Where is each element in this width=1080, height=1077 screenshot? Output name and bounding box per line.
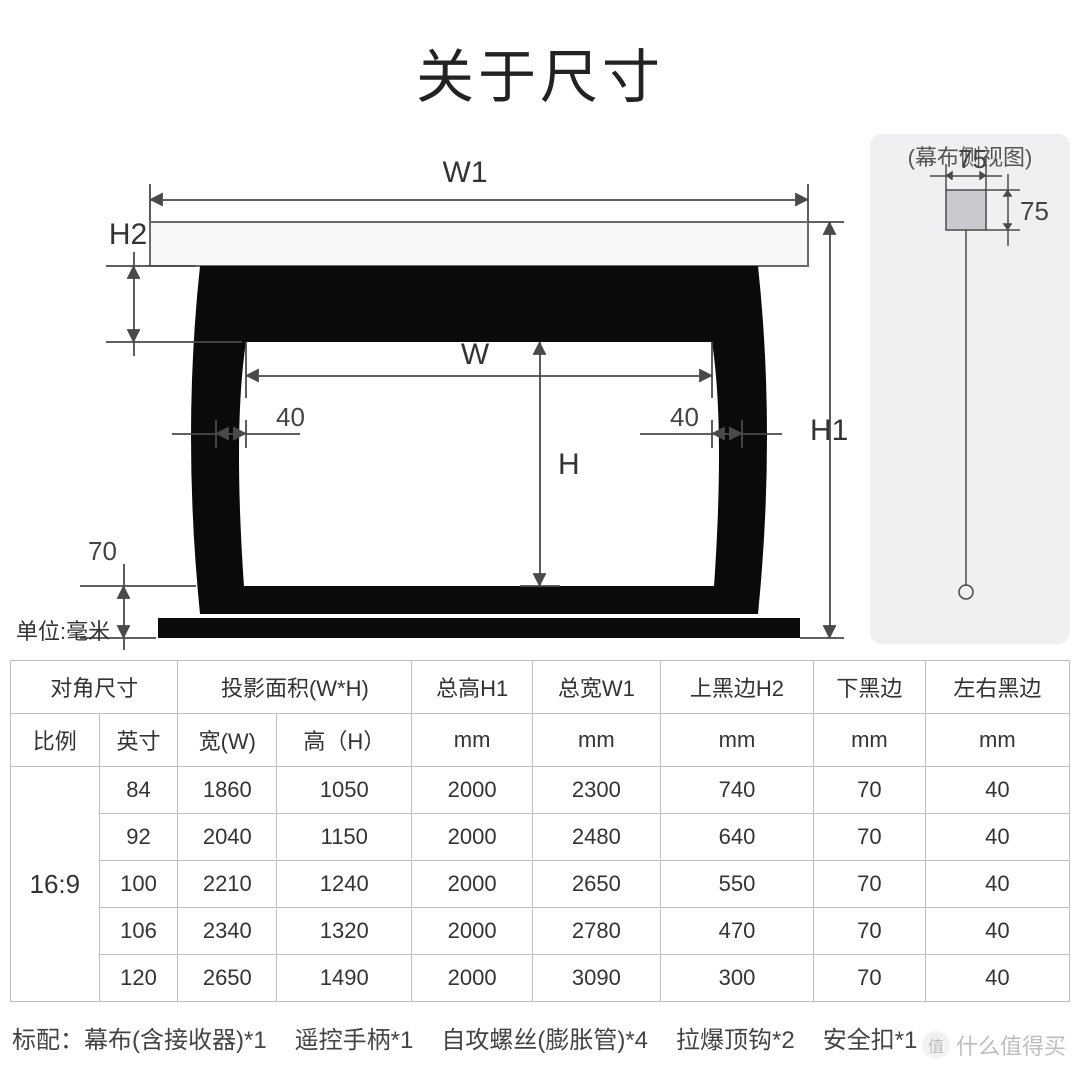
- data-cell: 1860: [178, 767, 277, 814]
- footnote-prefix: 标配：: [12, 1027, 84, 1054]
- side-w-label: 75: [958, 144, 987, 174]
- data-cell: 2000: [412, 767, 533, 814]
- th-mm4: mm: [814, 714, 926, 767]
- table-row: 10022101240200026505507040: [11, 861, 1070, 908]
- th-h: 高（H）: [277, 714, 412, 767]
- data-cell: 2210: [178, 861, 277, 908]
- ratio-cell: 16:9: [11, 767, 100, 1002]
- data-cell: 70: [814, 955, 926, 1002]
- data-cell: 2000: [412, 814, 533, 861]
- th-diagonal: 对角尺寸: [11, 661, 178, 714]
- data-cell: 300: [660, 955, 813, 1002]
- footnote-item: 安全扣*1: [823, 1020, 918, 1055]
- data-cell: 2000: [412, 955, 533, 1002]
- data-cell: 2340: [178, 908, 277, 955]
- data-cell: 92: [99, 814, 178, 861]
- footnote-item: 自攻螺丝(膨胀管)*4: [441, 1020, 648, 1055]
- screen-body: [158, 266, 800, 638]
- h-label: H: [558, 448, 580, 481]
- side-h-label: 75: [1020, 196, 1049, 226]
- th-w1: 总宽W1: [532, 661, 660, 714]
- w-label: W: [461, 338, 490, 371]
- data-cell: 740: [660, 767, 813, 814]
- side-case-box: [946, 190, 986, 230]
- dimension-diagram: (幕布侧视图) 75: [10, 134, 1070, 654]
- data-cell: 100: [99, 861, 178, 908]
- watermark: 值 什么值得买: [922, 1029, 1066, 1061]
- data-cell: 1150: [277, 814, 412, 861]
- th-projarea: 投影面积(W*H): [178, 661, 412, 714]
- data-cell: 70: [814, 861, 926, 908]
- data-cell: 2040: [178, 814, 277, 861]
- data-cell: 1490: [277, 955, 412, 1002]
- data-cell: 2780: [532, 908, 660, 955]
- data-cell: 70: [814, 767, 926, 814]
- side-view-svg: 75 75: [870, 134, 1070, 614]
- left-margin-label: 40: [276, 402, 305, 432]
- data-cell: 120: [99, 955, 178, 1002]
- spec-table: 对角尺寸 投影面积(W*H) 总高H1 总宽W1 上黑边H2 下黑边 左右黑边 …: [10, 660, 1070, 1002]
- data-cell: 40: [925, 955, 1069, 1002]
- data-cell: 40: [925, 814, 1069, 861]
- table-row: 9220401150200024806407040: [11, 814, 1070, 861]
- data-cell: 70: [814, 814, 926, 861]
- th-bottomblack: 下黑边: [814, 661, 926, 714]
- data-cell: 1320: [277, 908, 412, 955]
- footnote-item: 幕布(含接收器)*1: [84, 1027, 267, 1054]
- data-cell: 2300: [532, 767, 660, 814]
- th-sideblack: 左右黑边: [925, 661, 1069, 714]
- side-weight-icon: [959, 585, 973, 599]
- data-cell: 2650: [532, 861, 660, 908]
- data-cell: 40: [925, 861, 1069, 908]
- th-mm3: mm: [660, 714, 813, 767]
- th-ratio: 比例: [11, 714, 100, 767]
- data-cell: 640: [660, 814, 813, 861]
- h2-label: H2: [109, 218, 147, 251]
- data-cell: 40: [925, 767, 1069, 814]
- data-cell: 3090: [532, 955, 660, 1002]
- data-cell: 84: [99, 767, 178, 814]
- th-mm1: mm: [412, 714, 533, 767]
- bottom-margin-label: 70: [88, 536, 117, 566]
- casing-rect: [150, 222, 808, 266]
- data-cell: 106: [99, 908, 178, 955]
- footnote-item: 遥控手柄*1: [295, 1020, 414, 1055]
- table-row: 16:98418601050200023007407040: [11, 767, 1070, 814]
- th-topblack: 上黑边H2: [660, 661, 813, 714]
- watermark-text: 什么值得买: [956, 1029, 1066, 1061]
- th-inch: 英寸: [99, 714, 178, 767]
- footnote-item: 拉爆顶钩*2: [676, 1020, 795, 1055]
- data-cell: 2000: [412, 908, 533, 955]
- th-h1: 总高H1: [412, 661, 533, 714]
- side-view-panel: (幕布侧视图) 75: [870, 134, 1070, 644]
- data-cell: 2650: [178, 955, 277, 1002]
- page-title: 关于尺寸: [0, 0, 1080, 114]
- th-mm5: mm: [925, 714, 1069, 767]
- w1-label: W1: [443, 156, 488, 189]
- front-view-svg: W1: [10, 134, 850, 654]
- data-cell: 2480: [532, 814, 660, 861]
- right-margin-label: 40: [670, 402, 699, 432]
- table-header-row-2: 比例 英寸 宽(W) 高（H） mm mm mm mm mm: [11, 714, 1070, 767]
- data-cell: 40: [925, 908, 1069, 955]
- table-row: 10623401320200027804707040: [11, 908, 1070, 955]
- data-cell: 1240: [277, 861, 412, 908]
- data-cell: 2000: [412, 861, 533, 908]
- h1-label: H1: [810, 414, 848, 447]
- data-cell: 550: [660, 861, 813, 908]
- table-header-row-1: 对角尺寸 投影面积(W*H) 总高H1 总宽W1 上黑边H2 下黑边 左右黑边: [11, 661, 1070, 714]
- watermark-icon: 值: [922, 1031, 950, 1059]
- data-cell: 470: [660, 908, 813, 955]
- footnote: 标配：幕布(含接收器)*1 遥控手柄*1 自攻螺丝(膨胀管)*4 拉爆顶钩*2 …: [0, 1002, 1080, 1055]
- data-cell: 1050: [277, 767, 412, 814]
- table-row: 12026501490200030903007040: [11, 955, 1070, 1002]
- th-mm2: mm: [532, 714, 660, 767]
- unit-label: 单位:毫米: [16, 614, 110, 646]
- data-cell: 70: [814, 908, 926, 955]
- th-w: 宽(W): [178, 714, 277, 767]
